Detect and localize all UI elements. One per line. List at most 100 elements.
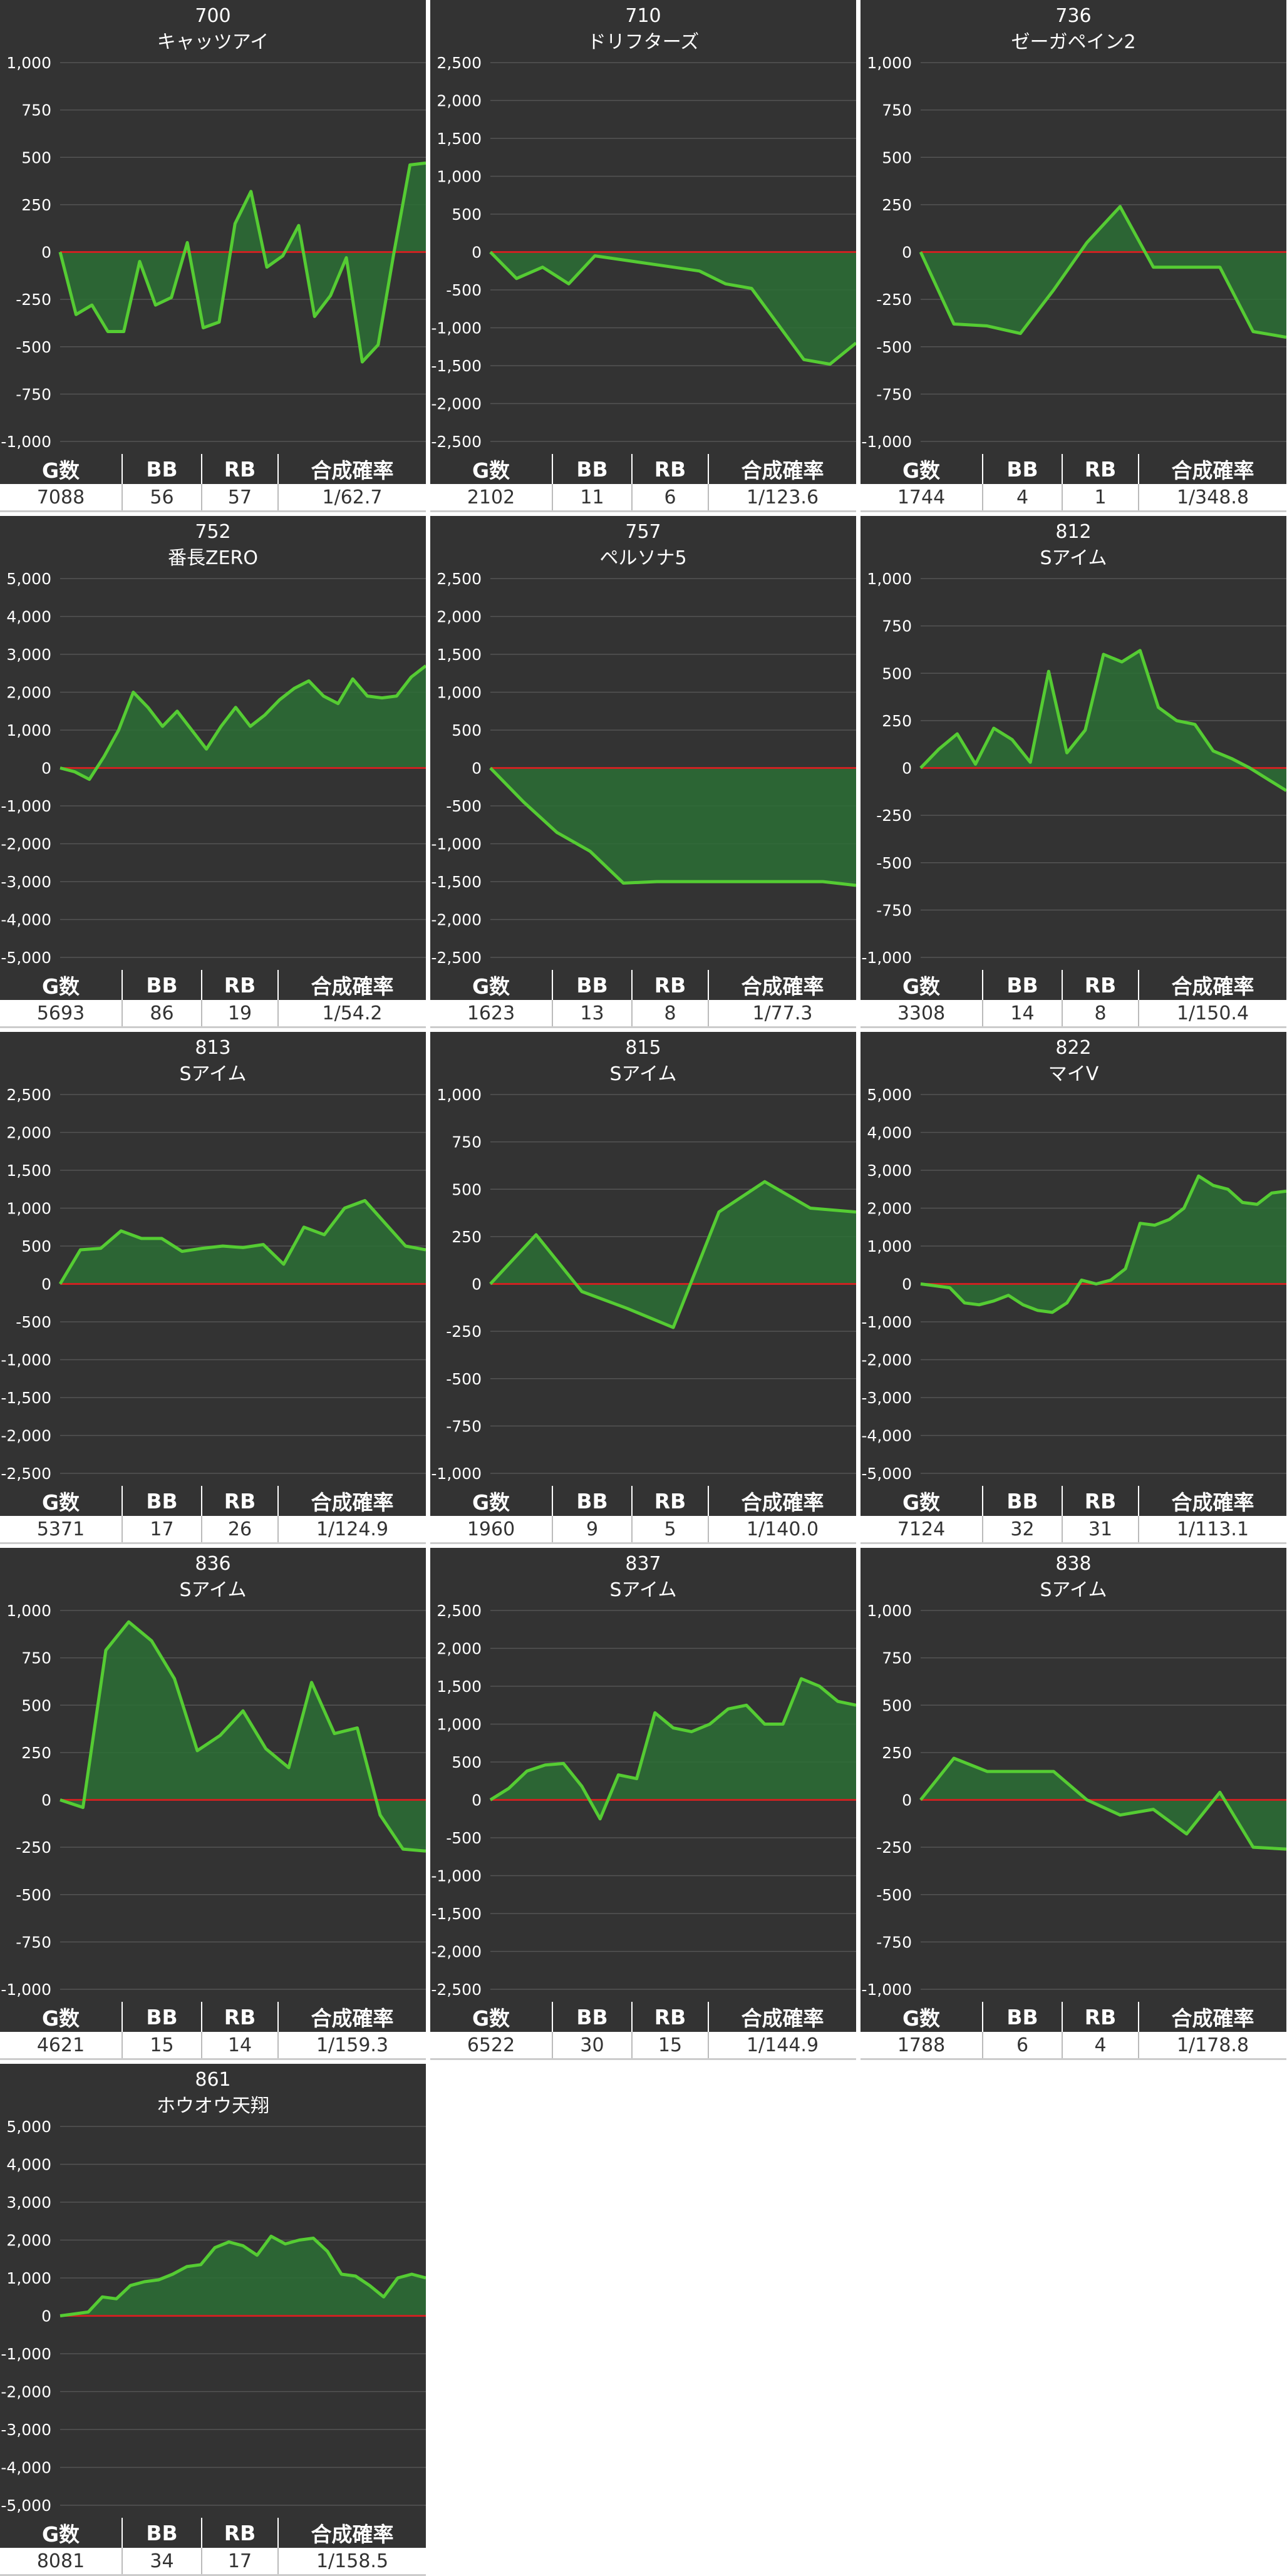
header-games: G数: [861, 1486, 983, 1516]
y-tick-label: -500: [446, 281, 482, 299]
y-tick-label: -750: [876, 901, 912, 919]
header-bb: BB: [983, 454, 1063, 484]
y-tick-label: -250: [876, 1838, 912, 1857]
stats-header-row: G数 BB RB 合成確率: [430, 454, 856, 484]
header-rb: RB: [1062, 2002, 1139, 2032]
y-tick-label: -2,000: [1, 2383, 51, 2401]
header-bb: BB: [983, 2002, 1063, 2032]
area-fill: [60, 163, 426, 362]
series-line: [919, 649, 1286, 792]
line-chart: 5,000 4,000 3,000 2,000 1,000 0 -1,000 -2,000 -3…: [861, 1086, 1286, 1483]
stats-header-row: G数 BB RB 合成確率: [861, 454, 1286, 484]
y-tick-label: 5,000: [6, 570, 51, 588]
y-tick-label: -1,500: [431, 1905, 482, 1923]
machine-name: 番長ZERO: [168, 547, 258, 569]
machine-name: キャッツアイ: [157, 31, 269, 53]
chart-panel: 2,500 2,000 1,500 1,000 500 0 -500 -1,000 -1,500…: [430, 516, 856, 1028]
y-tick-label: 1,000: [6, 721, 51, 739]
header-rb: RB: [1062, 970, 1139, 1000]
area-fill: [921, 1176, 1286, 1312]
chart-panel: 1,000 750 500 250 0 -250 -500 -750 -1,000 838 Sアイム…: [861, 1548, 1286, 2060]
y-tick-label: 5,000: [867, 1086, 912, 1104]
machine-number: 736: [1055, 5, 1092, 27]
combined-rate-value: 1/123.6: [708, 484, 856, 512]
area-fill: [60, 1200, 426, 1284]
combined-rate-value: 1/159.3: [278, 2032, 426, 2060]
chart-area: 2,500 2,000 1,500 1,000 500 0 -500 -1,000 -1,500…: [430, 1548, 856, 2002]
header-rb: RB: [632, 2002, 709, 2032]
y-tick-label: 500: [882, 148, 912, 167]
y-tick-label: 1,000: [867, 1237, 912, 1255]
chart-panel: 5,000 4,000 3,000 2,000 1,000 0 -1,000 -2,000 -3…: [0, 2064, 426, 2576]
y-tick-label: 2,000: [437, 1640, 482, 1658]
combined-rate-value: 1/62.7: [278, 484, 426, 512]
y-tick-label: -2,500: [431, 949, 482, 967]
y-tick-label: 4,000: [6, 2156, 51, 2174]
y-tick-label: 0: [41, 1791, 51, 1810]
y-tick-label: 1,500: [437, 646, 482, 664]
y-tick-label: -1,000: [1, 2345, 51, 2363]
y-tick-label: 500: [882, 1696, 912, 1714]
bb-value: 4: [983, 484, 1063, 512]
bb-value: 30: [552, 2032, 633, 2060]
header-rate: 合成確率: [708, 1486, 856, 1516]
y-tick-label: 0: [902, 244, 912, 262]
header-rate: 合成確率: [708, 970, 856, 1000]
y-tick-label: 3,000: [6, 2193, 51, 2212]
stats-table: G数 BB RB 合成確率 6522 30 15 1/144.9: [430, 2002, 856, 2060]
chart-panel: 5,000 4,000 3,000 2,000 1,000 0 -1,000 -2,000 -3…: [861, 1032, 1286, 1544]
rb-value: 4: [1062, 2032, 1139, 2060]
bb-value: 56: [122, 484, 202, 512]
stats-header-row: G数 BB RB 合成確率: [430, 970, 856, 1000]
y-tick-label: -3,000: [1, 873, 51, 891]
y-tick-label: 1,000: [6, 1602, 51, 1620]
header-bb: BB: [122, 2002, 202, 2032]
bb-value: 14: [983, 1000, 1063, 1028]
games-value: 6522: [430, 2032, 553, 2060]
machine-name: Sアイム: [179, 1063, 247, 1085]
y-tick-label: -500: [446, 1370, 482, 1388]
stats-table: G数 BB RB 合成確率 8081 34 17 1/158.5: [0, 2518, 426, 2576]
combined-rate-value: 1/348.8: [1139, 484, 1286, 512]
y-tick-label: 5,000: [6, 2118, 51, 2136]
line-chart: 1,000 750 500 250 0 -250 -500 -750 -1,000: [861, 54, 1286, 451]
rb-value: 57: [202, 484, 279, 512]
y-tick-label: -2,000: [431, 395, 482, 413]
area-fill: [921, 1758, 1286, 1850]
area-fill: [921, 650, 1286, 791]
area-fill: [490, 252, 856, 364]
machine-name: ゼーガペイン2: [1011, 31, 1136, 53]
stats-value-row: 8081 34 17 1/158.5: [0, 2548, 426, 2576]
y-tick-label: 0: [472, 244, 482, 262]
y-tick-label: -1,000: [1, 1351, 51, 1369]
header-rate: 合成確率: [278, 454, 426, 484]
y-tick-label: 1,000: [437, 684, 482, 702]
header-games: G数: [861, 970, 983, 1000]
y-tick-label: 1,500: [6, 1162, 51, 1180]
y-tick-label: -500: [16, 1313, 51, 1331]
y-tick-label: 1,500: [437, 1677, 482, 1696]
bb-value: 32: [983, 1516, 1063, 1544]
y-tick-label: -1,000: [861, 1981, 912, 1999]
machine-name: Sアイム: [1040, 1579, 1107, 1601]
rb-value: 26: [202, 1516, 279, 1544]
bb-value: 13: [552, 1000, 633, 1028]
chart-area: 1,000 750 500 250 0 -250 -500 -750 -1,000 700 キャッツ…: [0, 0, 426, 454]
games-value: 1744: [861, 484, 983, 512]
y-tick-label: -250: [16, 291, 51, 309]
y-tick-label: -250: [876, 291, 912, 309]
y-tick-label: 250: [21, 196, 51, 214]
header-rate: 合成確率: [708, 454, 856, 484]
header-bb: BB: [122, 1486, 202, 1516]
bb-value: 11: [552, 484, 633, 512]
y-tick-label: -1,000: [431, 1867, 482, 1885]
chart-area: 2,500 2,000 1,500 1,000 500 0 -500 -1,000 -1,500…: [0, 1032, 426, 1486]
y-tick-label: 2,000: [6, 684, 51, 702]
y-tick-label: 750: [21, 1649, 51, 1667]
bb-value: 17: [122, 1516, 202, 1544]
stats-value-row: 5371 17 26 1/124.9: [0, 1516, 426, 1544]
machine-number: 700: [195, 5, 231, 27]
area-fill: [490, 768, 856, 885]
chart-area: 1,000 750 500 250 0 -250 -500 -750 -1,000 836 Sアイム: [0, 1548, 426, 2002]
y-tick-label: -2,000: [861, 1351, 912, 1369]
